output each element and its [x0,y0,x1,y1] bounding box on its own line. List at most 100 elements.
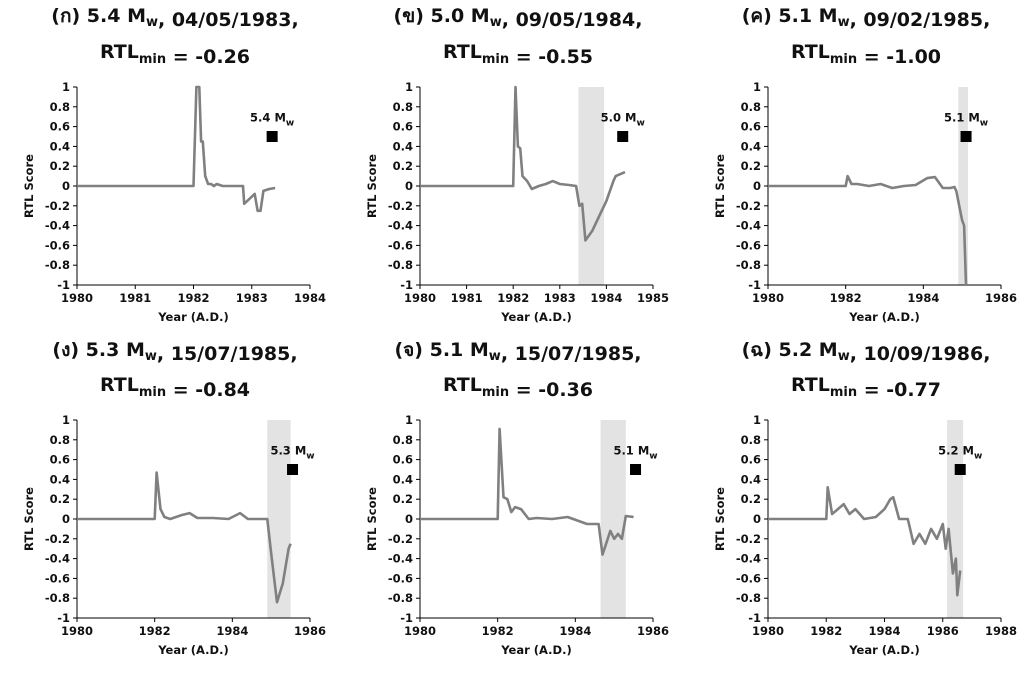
x-tick-label: 1986 [927,624,959,638]
y-tick-label: -0.4 [45,552,70,566]
panel-title: (ข) 5.0 Mw, 09/05/1984, [394,5,643,31]
panel-title: (ค) 5.1 Mw, 09/02/1985, [742,5,991,31]
y-tick-label: -0.6 [388,571,413,585]
y-tick-label: 0.4 [393,139,413,153]
x-tick-label: 1985 [637,291,669,305]
x-tick-label: 1984 [294,291,326,305]
y-tick-label: 0.2 [50,492,70,506]
panel-rtl-min: RTLmin = -0.36 [443,374,593,401]
panel-rtl-min: RTLmin = -0.26 [100,41,250,68]
event-label: 5.3 Mw [270,444,314,462]
x-tick-label: 1981 [119,291,151,305]
y-tick-label: -0.2 [736,532,761,546]
y-tick-label: -0.6 [736,571,761,585]
event-label: 5.1 Mw [944,111,988,129]
x-tick-label: 1980 [752,291,784,305]
y-tick-label: 1 [405,80,413,94]
panel-rtl-min: RTLmin = -1.00 [791,41,941,68]
y-tick-label: -1 [57,611,70,625]
y-tick-label: -0.4 [45,219,70,233]
y-tick-label: 0.8 [393,433,413,447]
x-axis-label: Year (A.D.) [157,310,228,324]
y-tick-label: -1 [400,611,413,625]
panel-rtl-min: RTLmin = -0.84 [100,374,250,401]
y-tick-label: -1 [748,611,761,625]
panel-title: (ง) 5.3 Mw, 15/07/1985, [52,339,297,365]
y-tick-label: 0.4 [50,139,70,153]
event-marker [630,464,642,475]
y-tick-label: 0.2 [741,159,761,173]
y-tick-label: 0.2 [393,492,413,506]
y-tick-label: -0.6 [388,238,413,252]
panel-rtl-min: RTLmin = -0.55 [443,41,593,68]
x-tick-label: 1982 [810,624,842,638]
y-tick-label: 0.2 [393,159,413,173]
x-tick-label: 1983 [236,291,268,305]
x-tick-label: 1984 [907,291,939,305]
x-tick-label: 1980 [404,291,436,305]
y-tick-label: 1 [405,413,413,427]
y-tick-label: -0.2 [736,199,761,213]
y-tick-label: -0.4 [388,219,413,233]
y-tick-label: 0 [62,512,70,526]
panel-2: (ข) 5.0 Mw, 09/05/1984, RTLmin = -0.55 -1 -… [365,5,669,324]
x-tick-label: 1982 [497,291,529,305]
y-axis-label: RTL Score [365,154,379,218]
event-marker [287,464,299,475]
y-tick-label: 0 [753,512,761,526]
y-tick-label: 0.4 [741,472,761,486]
event-marker [960,131,972,142]
x-tick-label: 1980 [404,624,436,638]
event-marker [617,131,629,142]
y-tick-label: -0.8 [45,591,70,605]
y-tick-label: 0.6 [50,453,70,467]
event-label: 5.2 Mw [938,444,982,462]
y-tick-label: 1 [62,413,70,427]
x-tick-label: 1982 [482,624,514,638]
x-tick-label: 1981 [451,291,483,305]
y-tick-label: -0.8 [736,258,761,272]
y-tick-label: -0.2 [45,532,70,546]
x-axis-label: Year (A.D.) [500,643,571,657]
y-tick-label: 1 [753,80,761,94]
y-tick-label: -0.8 [388,591,413,605]
x-tick-label: 1980 [61,624,93,638]
event-marker [954,464,966,475]
y-tick-label: 0.8 [741,100,761,114]
x-tick-label: 1982 [177,291,209,305]
rtl-series-line [77,471,292,604]
y-tick-label: 0.6 [393,453,413,467]
event-label: 5.4 Mw [250,111,294,129]
y-tick-label: -0.8 [736,591,761,605]
y-tick-label: -0.4 [388,552,413,566]
y-tick-label: 1 [753,413,761,427]
y-tick-label: 1 [62,80,70,94]
rtl-series-line [420,427,634,556]
shaded-window [600,420,626,618]
x-tick-label: 1986 [985,291,1017,305]
x-tick-label: 1984 [559,624,591,638]
y-tick-label: 0.6 [741,120,761,134]
y-tick-label: 0 [62,179,70,193]
y-tick-label: 0.4 [50,472,70,486]
y-tick-label: -0.4 [736,219,761,233]
panel-rtl-min: RTLmin = -0.77 [791,374,941,401]
x-tick-label: 1984 [590,291,622,305]
event-label: 5.1 Mw [613,444,657,462]
y-axis-label: RTL Score [22,154,36,218]
event-marker [266,131,278,142]
y-tick-label: -0.6 [45,571,70,585]
y-tick-label: 0.2 [50,159,70,173]
y-tick-label: -1 [400,278,413,292]
rtl-series-line [768,174,968,286]
panel-3: (ค) 5.1 Mw, 09/02/1985, RTLmin = -1.00 -1 -… [713,5,1017,324]
y-tick-label: 0.6 [741,453,761,467]
x-tick-label: 1982 [830,291,862,305]
shaded-window [958,87,968,285]
y-tick-label: 0.8 [50,433,70,447]
panel-4: (ง) 5.3 Mw, 15/07/1985, RTLmin = -0.84 -1 -… [22,339,326,657]
y-tick-label: 0 [753,179,761,193]
y-tick-label: -0.8 [45,258,70,272]
shaded-window [578,87,605,285]
y-tick-label: 0 [405,179,413,193]
